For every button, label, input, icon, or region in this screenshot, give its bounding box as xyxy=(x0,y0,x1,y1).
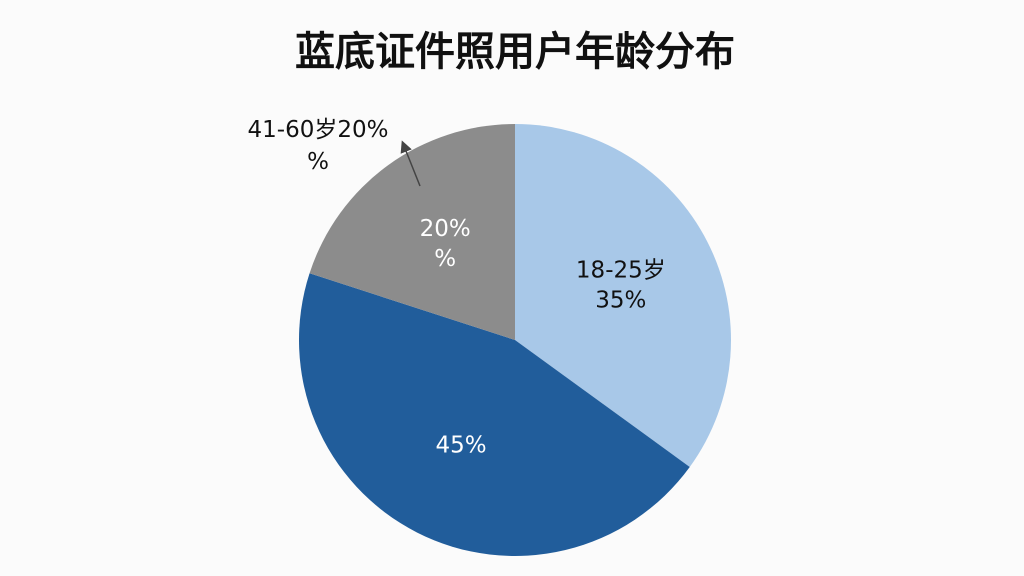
annotation-arrow xyxy=(400,140,421,187)
pie-slice xyxy=(298,273,690,557)
pie xyxy=(298,124,731,557)
slice-value-label: 20%% xyxy=(420,215,471,271)
slice-category-label: 18-25岁 xyxy=(576,258,666,284)
slice-value-label: 45% xyxy=(436,432,487,458)
annotation: 41-60岁20%% xyxy=(248,117,389,175)
pie-slice xyxy=(309,124,515,340)
slice-value-label: 35% xyxy=(595,288,646,314)
chart-title: 蓝底证件照用户年龄分布 xyxy=(295,29,735,75)
pie-slice xyxy=(515,124,731,467)
